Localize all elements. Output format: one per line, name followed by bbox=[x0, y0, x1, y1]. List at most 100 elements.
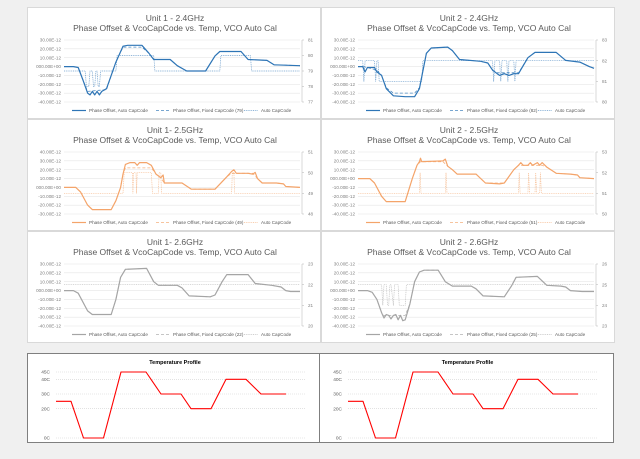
y-tick-label: 0C bbox=[336, 436, 343, 442]
chart-subtitle: Phase Offset & VcoCapCode vs. Temp, VCO … bbox=[367, 23, 571, 33]
y-left-tick-label: 000.00E+00 bbox=[330, 176, 355, 181]
y-right-tick-label: 21 bbox=[308, 303, 314, 308]
y-left-tick-label: 10.00E-12 bbox=[334, 167, 356, 172]
y-right-tick-label: 22 bbox=[308, 282, 314, 287]
y-tick-label: 45C bbox=[41, 370, 50, 376]
legend-label-auto-capcode: Auto CapCode bbox=[555, 332, 586, 337]
y-left-tick-label: 30.00E-12 bbox=[40, 262, 62, 267]
y-left-tick-label: 30.00E-12 bbox=[334, 262, 356, 267]
y-left-tick-label: 40.00E-12 bbox=[40, 150, 62, 155]
y-left-tick-label: -20.00E-12 bbox=[38, 203, 61, 208]
y-left-tick-label: 000.00E+00 bbox=[36, 288, 61, 293]
chart-panel-temperature-profile-1: Temperature Profile 45C 40C 30C 20C 0C bbox=[27, 353, 321, 443]
chart-title: Unit 2 - 2.4GHz bbox=[440, 13, 499, 23]
y-left-tick-label: 20.00E-12 bbox=[334, 158, 356, 163]
y-left-tick-label: -20.00E-12 bbox=[332, 194, 355, 199]
y-left-tick-label: -30.00E-12 bbox=[332, 315, 355, 320]
series-temperature bbox=[348, 371, 578, 439]
legend-label-phase-offset-fixed-capcode: Phase Offset, Fixed CapCode (82) bbox=[467, 108, 538, 113]
legend-label-phase-offset-auto-capcode: Phase Offset, Auto CapCode bbox=[383, 332, 442, 337]
y-left-tick-label: 10.00E-12 bbox=[334, 55, 356, 60]
y-right-tick-label: 49 bbox=[308, 191, 314, 196]
y-left-tick-label: -20.00E-12 bbox=[38, 82, 61, 87]
y-left-tick-label: -30.00E-12 bbox=[38, 315, 61, 320]
legend-label-phase-offset-fixed-capcode: Phase Offset, Fixed CapCode (49) bbox=[173, 220, 244, 225]
chart-subtitle: Phase Offset & VcoCapCode vs. Temp, VCO … bbox=[73, 247, 277, 257]
chart-panel-unit2-2.6ghz: Unit 2 - 2.6GHz Phase Offset & VcoCapCode… bbox=[321, 231, 615, 343]
y-left-tick-label: -40.00E-12 bbox=[38, 100, 61, 105]
y-left-tick-label: -40.00E-12 bbox=[332, 324, 355, 329]
y-tick-label: 40C bbox=[333, 377, 342, 383]
series-phase-offset-fixed-capcode bbox=[358, 161, 595, 202]
chart-subtitle: Phase Offset & VcoCapCode vs. Temp, VCO … bbox=[367, 135, 571, 145]
chart-title: Unit 1- 2.6GHz bbox=[147, 237, 203, 247]
y-left-tick-label: -20.00E-12 bbox=[332, 82, 355, 87]
y-right-tick-label: 80 bbox=[602, 100, 608, 105]
y-tick-label: 20C bbox=[41, 406, 50, 412]
series-auto-capcode bbox=[64, 55, 300, 87]
y-right-tick-label: 77 bbox=[308, 100, 314, 105]
series-auto-capcode bbox=[64, 172, 300, 194]
series-phase-offset-auto-capcode bbox=[358, 269, 594, 322]
series-phase-offset-auto-capcode bbox=[64, 161, 301, 211]
chart-panel-unit2-2.5ghz: Unit 2 - 2.5GHz Phase Offset & VcoCapCode… bbox=[321, 119, 615, 231]
legend-label-phase-offset-fixed-capcode: Phase Offset, Fixed CapCode (51) bbox=[467, 220, 538, 225]
y-tick-label: 0C bbox=[44, 436, 51, 442]
series-phase-offset-auto-capcode bbox=[64, 267, 300, 316]
y-left-tick-label: 30.00E-12 bbox=[40, 38, 62, 43]
y-right-tick-label: 23 bbox=[602, 324, 608, 329]
y-left-tick-label: 20.00E-12 bbox=[40, 167, 62, 172]
y-left-tick-label: -20.00E-12 bbox=[332, 306, 355, 311]
y-right-tick-label: 24 bbox=[602, 303, 608, 308]
y-left-tick-label: -10.00E-12 bbox=[332, 297, 355, 302]
y-left-tick-label: -10.00E-12 bbox=[38, 194, 61, 199]
y-left-tick-label: -30.00E-12 bbox=[332, 203, 355, 208]
series-auto-capcode bbox=[358, 172, 594, 194]
y-left-tick-label: -10.00E-12 bbox=[332, 73, 355, 78]
y-right-tick-label: 82 bbox=[602, 58, 608, 63]
y-left-tick-label: 000.00E+00 bbox=[330, 64, 355, 69]
legend-label-auto-capcode: Auto CapCode bbox=[261, 108, 292, 113]
y-tick-label: 30C bbox=[41, 392, 50, 398]
y-right-tick-label: 52 bbox=[602, 170, 608, 175]
series-phase-offset-auto-capcode bbox=[358, 157, 595, 203]
y-left-tick-label: 10.00E-12 bbox=[40, 279, 62, 284]
legend-label-phase-offset-fixed-capcode: Phase Offset, Fixed CapCode (79) bbox=[173, 108, 244, 113]
y-left-tick-label: -40.00E-12 bbox=[332, 100, 355, 105]
chart-title: Unit 1- 2.5GHz bbox=[147, 125, 203, 135]
series-phase-offset-auto-capcode bbox=[64, 44, 301, 96]
y-right-tick-label: 80 bbox=[308, 53, 314, 58]
legend-label-auto-capcode: Auto CapCode bbox=[555, 220, 586, 225]
y-left-tick-label: -10.00E-12 bbox=[38, 73, 61, 78]
y-right-tick-label: 51 bbox=[602, 191, 608, 196]
y-left-tick-label: -30.00E-12 bbox=[38, 91, 61, 96]
y-left-tick-label: 000.00E+00 bbox=[36, 64, 61, 69]
y-right-tick-label: 48 bbox=[308, 212, 314, 217]
y-right-tick-label: 23 bbox=[308, 262, 314, 267]
chart-title: Unit 2 - 2.5GHz bbox=[440, 125, 499, 135]
legend-label-auto-capcode: Auto CapCode bbox=[261, 220, 292, 225]
legend-label-phase-offset-auto-capcode: Phase Offset, Auto CapCode bbox=[383, 220, 442, 225]
y-left-tick-label: 20.00E-12 bbox=[40, 46, 62, 51]
legend-label-auto-capcode: Auto CapCode bbox=[555, 108, 586, 113]
y-right-tick-label: 20 bbox=[308, 324, 314, 329]
series-auto-capcode bbox=[358, 60, 594, 82]
y-left-tick-label: -30.00E-12 bbox=[332, 91, 355, 96]
y-left-tick-label: -30.00E-12 bbox=[38, 212, 61, 217]
y-right-tick-label: 26 bbox=[602, 262, 608, 267]
chart-panel-unit1-2.4ghz: Unit 1 - 2.4GHz Phase Offset & VcoCapCode… bbox=[27, 7, 321, 119]
y-right-tick-label: 53 bbox=[602, 150, 608, 155]
y-right-tick-label: 78 bbox=[308, 84, 314, 89]
y-right-tick-label: 25 bbox=[602, 282, 608, 287]
y-left-tick-label: 30.00E-12 bbox=[334, 38, 356, 43]
chart-title: Temperature Profile bbox=[442, 360, 494, 366]
y-right-tick-label: 79 bbox=[308, 69, 314, 74]
series-auto-capcode bbox=[358, 284, 594, 306]
y-left-tick-label: -40.00E-12 bbox=[332, 212, 355, 217]
